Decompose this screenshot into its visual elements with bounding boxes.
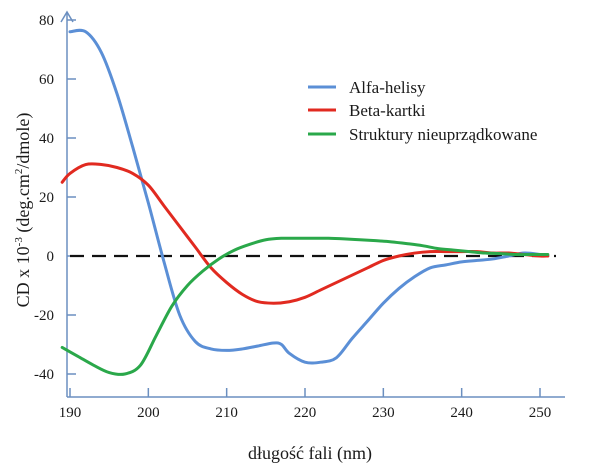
legend-label-alfa-helisy: Alfa-helisy	[349, 78, 426, 97]
x-tick-label-210: 210	[215, 405, 238, 421]
y-axis-title: CD x 10-3 (deg.cm2/dmole)	[13, 113, 34, 308]
y-tick-label-20: 20	[39, 190, 54, 206]
legend-label-struktury-nieuporzadkowane: Struktury nieuprządkowane	[349, 125, 537, 144]
y-tick-label-40: 40	[39, 131, 54, 147]
series-line-alfa-helisy	[68, 28, 550, 365]
x-tick-label-190: 190	[59, 405, 82, 421]
legend-label-beta-kartki: Beta-kartki	[349, 101, 426, 120]
y-tick-label--40: -40	[34, 367, 54, 383]
y-tick-label-0: 0	[47, 249, 55, 265]
x-tick-label-250: 250	[529, 405, 552, 421]
axis-ticks	[67, 19, 541, 397]
legend: Alfa-helisy Beta-kartki Struktury nieupr…	[308, 78, 537, 144]
x-tick-label-240: 240	[450, 405, 473, 421]
x-tick-label-200: 200	[137, 405, 160, 421]
series-line-struktury-nieuporzadkowane	[60, 236, 550, 376]
series-line-beta-kartki	[60, 162, 550, 305]
x-axis-title: długość fali (nm)	[248, 443, 372, 464]
y-tick-label--20: -20	[34, 308, 54, 324]
series-lines	[60, 28, 550, 376]
y-tick-label-60: 60	[39, 72, 54, 88]
y-tick-label-80: 80	[39, 13, 54, 29]
x-tick-label-230: 230	[372, 405, 395, 421]
x-tick-label-220: 220	[294, 405, 317, 421]
y-axis-arrow-icon	[60, 10, 74, 23]
